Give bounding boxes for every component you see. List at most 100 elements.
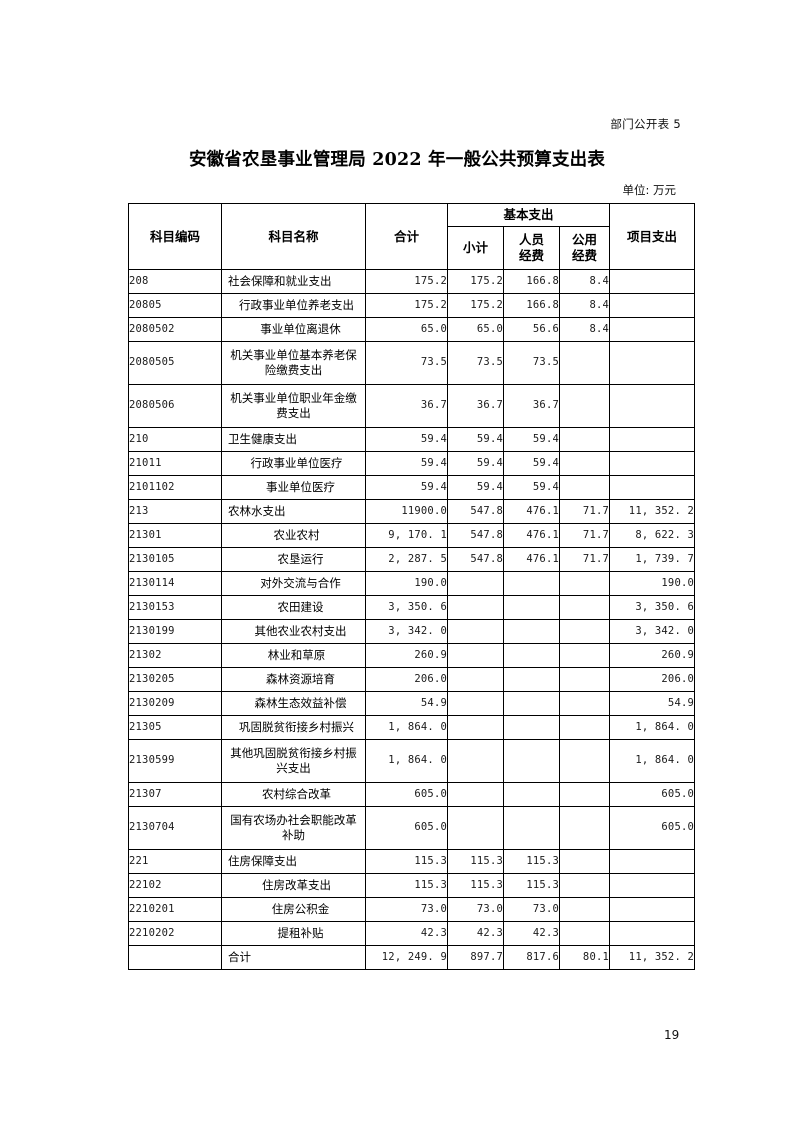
table-row: 2130199 其他农业农村支出 3, 342. 0 3, 342. 0 bbox=[128, 619, 696, 644]
cell-total: 9, 170. 1 bbox=[365, 523, 448, 548]
subject-name-text: 社会保障和就业支出 bbox=[228, 274, 332, 289]
cell-subject-code: 22102 bbox=[128, 873, 222, 898]
cell-basic-subtotal bbox=[447, 667, 504, 692]
cell-subject-name: 事业单位离退休 bbox=[221, 317, 366, 342]
cell-project-expenditure: 11, 352. 2 bbox=[609, 945, 696, 970]
cell-subject-name: 行政事业单位养老支出 bbox=[221, 293, 366, 318]
cell-total: 175.2 bbox=[365, 293, 448, 318]
cell-subject-name: 森林资源培育 bbox=[221, 667, 366, 692]
cell-subject-code bbox=[128, 945, 222, 970]
cell-subject-code: 2101102 bbox=[128, 475, 222, 500]
cell-basic-subtotal bbox=[447, 691, 504, 716]
table-row: 2080505 机关事业单位基本养老保险缴费支出 73.5 73.5 73.5 bbox=[128, 341, 696, 385]
budget-expenditure-table: 科目编码 科目名称 合计 基本支出 项目支出 小计 人员 经费 公用 经费 20… bbox=[128, 203, 696, 970]
cell-project-expenditure bbox=[609, 293, 696, 318]
cell-project-expenditure: 206.0 bbox=[609, 667, 696, 692]
cell-total: 36.7 bbox=[365, 384, 448, 428]
cell-total: 260.9 bbox=[365, 643, 448, 668]
cell-subject-name: 其他巩固脱贫衔接乡村振兴支出 bbox=[221, 739, 366, 783]
subject-name-text: 其他农业农村支出 bbox=[254, 624, 347, 639]
table-row: 2101102 事业单位医疗 59.4 59.4 59.4 bbox=[128, 475, 696, 500]
cell-subject-code: 221 bbox=[128, 849, 222, 874]
cell-basic-subtotal: 59.4 bbox=[447, 427, 504, 452]
cell-subject-code: 2080506 bbox=[128, 384, 222, 428]
cell-public-expense bbox=[558, 873, 611, 898]
cell-personnel-expense: 115.3 bbox=[503, 849, 560, 874]
cell-subject-name: 森林生态效益补偿 bbox=[221, 691, 366, 716]
cell-subject-name: 农业农村 bbox=[221, 523, 366, 548]
col-header-code: 科目编码 bbox=[128, 203, 222, 270]
table-row: 20805 行政事业单位养老支出 175.2 175.2 166.8 8.4 bbox=[128, 293, 696, 318]
table-row: 21305 巩固脱贫衔接乡村振兴 1, 864. 0 1, 864. 0 bbox=[128, 715, 696, 740]
cell-basic-subtotal bbox=[447, 715, 504, 740]
cell-personnel-expense bbox=[503, 643, 560, 668]
cell-total: 59.4 bbox=[365, 451, 448, 476]
cell-project-expenditure bbox=[609, 475, 696, 500]
cell-total: 42.3 bbox=[365, 921, 448, 946]
cell-public-expense bbox=[558, 643, 611, 668]
cell-public-expense bbox=[558, 849, 611, 874]
cell-public-expense bbox=[558, 475, 611, 500]
cell-total: 175.2 bbox=[365, 269, 448, 294]
cell-personnel-expense: 59.4 bbox=[503, 451, 560, 476]
cell-basic-subtotal: 547.8 bbox=[447, 547, 504, 572]
cell-total: 115.3 bbox=[365, 873, 448, 898]
cell-personnel-expense bbox=[503, 619, 560, 644]
cell-basic-subtotal bbox=[447, 739, 504, 783]
cell-personnel-expense bbox=[503, 782, 560, 807]
cell-personnel-expense: 36.7 bbox=[503, 384, 560, 428]
cell-subject-code: 21307 bbox=[128, 782, 222, 807]
cell-subject-name: 住房保障支出 bbox=[221, 849, 366, 874]
cell-total: 115.3 bbox=[365, 849, 448, 874]
col-header-name: 科目名称 bbox=[221, 203, 366, 270]
cell-total: 65.0 bbox=[365, 317, 448, 342]
cell-personnel-expense: 42.3 bbox=[503, 921, 560, 946]
cell-total: 73.5 bbox=[365, 341, 448, 385]
cell-subject-name: 对外交流与合作 bbox=[221, 571, 366, 596]
cell-subject-code: 2130153 bbox=[128, 595, 222, 620]
page-title: 安徽省农垦事业管理局 2022 年一般公共预算支出表 bbox=[188, 150, 606, 170]
cell-basic-subtotal: 175.2 bbox=[447, 293, 504, 318]
subject-name-text: 巩固脱贫衔接乡村振兴 bbox=[239, 720, 354, 735]
cell-public-expense: 71.7 bbox=[558, 547, 611, 572]
subject-name-text: 合计 bbox=[228, 950, 251, 965]
subject-name-text: 事业单位医疗 bbox=[266, 480, 335, 495]
cell-basic-subtotal: 897.7 bbox=[447, 945, 504, 970]
cell-basic-subtotal: 42.3 bbox=[447, 921, 504, 946]
subject-name-text: 其他巩固脱贫衔接乡村振兴支出 bbox=[230, 746, 357, 775]
cell-project-expenditure: 1, 864. 0 bbox=[609, 715, 696, 740]
subject-name-text: 提租补贴 bbox=[277, 926, 324, 941]
cell-total: 1, 864. 0 bbox=[365, 739, 448, 783]
cell-public-expense bbox=[558, 806, 611, 850]
cell-basic-subtotal: 547.8 bbox=[447, 499, 504, 524]
cell-public-expense bbox=[558, 595, 611, 620]
col-header-basic-expenditure-group: 基本支出 bbox=[446, 203, 611, 227]
cell-subject-name: 住房改革支出 bbox=[221, 873, 366, 898]
cell-public-expense bbox=[558, 451, 611, 476]
subject-name-text: 事业单位离退休 bbox=[260, 322, 341, 337]
cell-project-expenditure bbox=[609, 849, 696, 874]
cell-basic-subtotal bbox=[447, 643, 504, 668]
subject-name-text: 行政事业单位医疗 bbox=[250, 456, 343, 471]
cell-basic-subtotal: 36.7 bbox=[447, 384, 504, 428]
cell-subject-code: 2080502 bbox=[128, 317, 222, 342]
cell-public-expense bbox=[558, 667, 611, 692]
cell-public-expense: 71.7 bbox=[558, 499, 611, 524]
cell-public-expense bbox=[558, 782, 611, 807]
cell-basic-subtotal bbox=[447, 619, 504, 644]
cell-project-expenditure: 3, 342. 0 bbox=[609, 619, 696, 644]
cell-basic-subtotal bbox=[447, 806, 504, 850]
cell-subject-name: 国有农场办社会职能改革补助 bbox=[221, 806, 366, 850]
cell-subject-code: 21301 bbox=[128, 523, 222, 548]
cell-subject-name: 卫生健康支出 bbox=[221, 427, 366, 452]
cell-basic-subtotal: 115.3 bbox=[447, 873, 504, 898]
col-header-public-expense: 公用 经费 bbox=[558, 226, 611, 270]
cell-total: 11900.0 bbox=[365, 499, 448, 524]
cell-subject-code: 20805 bbox=[128, 293, 222, 318]
cell-subject-name: 提租补贴 bbox=[221, 921, 366, 946]
cell-total: 12, 249. 9 bbox=[365, 945, 448, 970]
cell-subject-code: 2130199 bbox=[128, 619, 222, 644]
cell-personnel-expense bbox=[503, 715, 560, 740]
cell-subject-name: 机关事业单位基本养老保险缴费支出 bbox=[221, 341, 366, 385]
cell-personnel-expense: 476.1 bbox=[503, 499, 560, 524]
